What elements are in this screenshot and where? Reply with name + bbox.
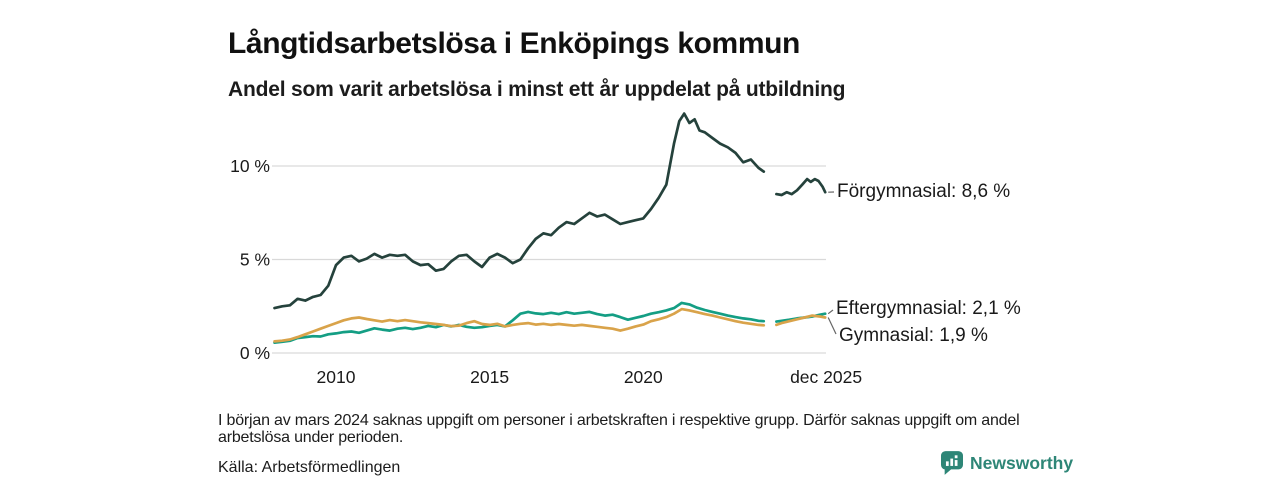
page-title: Långtidsarbetslösa i Enköpings kommun [228, 27, 800, 61]
label-connector-eftergymnasial [827, 309, 834, 315]
series-end-label-gymnasial: Gymnasial: 1,9 % [839, 325, 988, 346]
newsworthy-chart-bubble-icon [941, 451, 963, 475]
label-connector-gymnasial [827, 317, 837, 335]
page-subtitle: Andel som varit arbetslösa i minst ett å… [228, 78, 846, 102]
series-line-förgymnasial [775, 177, 827, 197]
y-tick-label: 10 % [230, 156, 270, 176]
source-credit: Källa: Arbetsförmedlingen [218, 459, 401, 476]
series-end-label-forgymnasial: Förgymnasial: 8,6 % [837, 181, 1011, 202]
y-tick-label: 5 % [240, 250, 270, 270]
chart-footnote: I början av mars 2024 saknas uppgift om … [218, 412, 1020, 446]
x-tick-label: 2015 [470, 367, 509, 387]
series-line-gymnasial [775, 314, 827, 327]
series-line-gymnasial [273, 307, 766, 343]
series-line-förgymnasial [273, 112, 766, 310]
series-line-eftergymnasial [273, 301, 766, 345]
x-tick-label: dec 2025 [790, 367, 862, 387]
series-end-label-eftergymnasial: Eftergymnasial: 2,1 % [836, 298, 1021, 319]
x-tick-label: 2020 [624, 367, 663, 387]
newsworthy-brand-link[interactable]: Newsworthy [941, 451, 1073, 475]
y-tick-label: 0 % [240, 343, 270, 363]
newsworthy-brand-name: Newsworthy [970, 452, 1074, 473]
x-tick-label: 2010 [317, 367, 356, 387]
